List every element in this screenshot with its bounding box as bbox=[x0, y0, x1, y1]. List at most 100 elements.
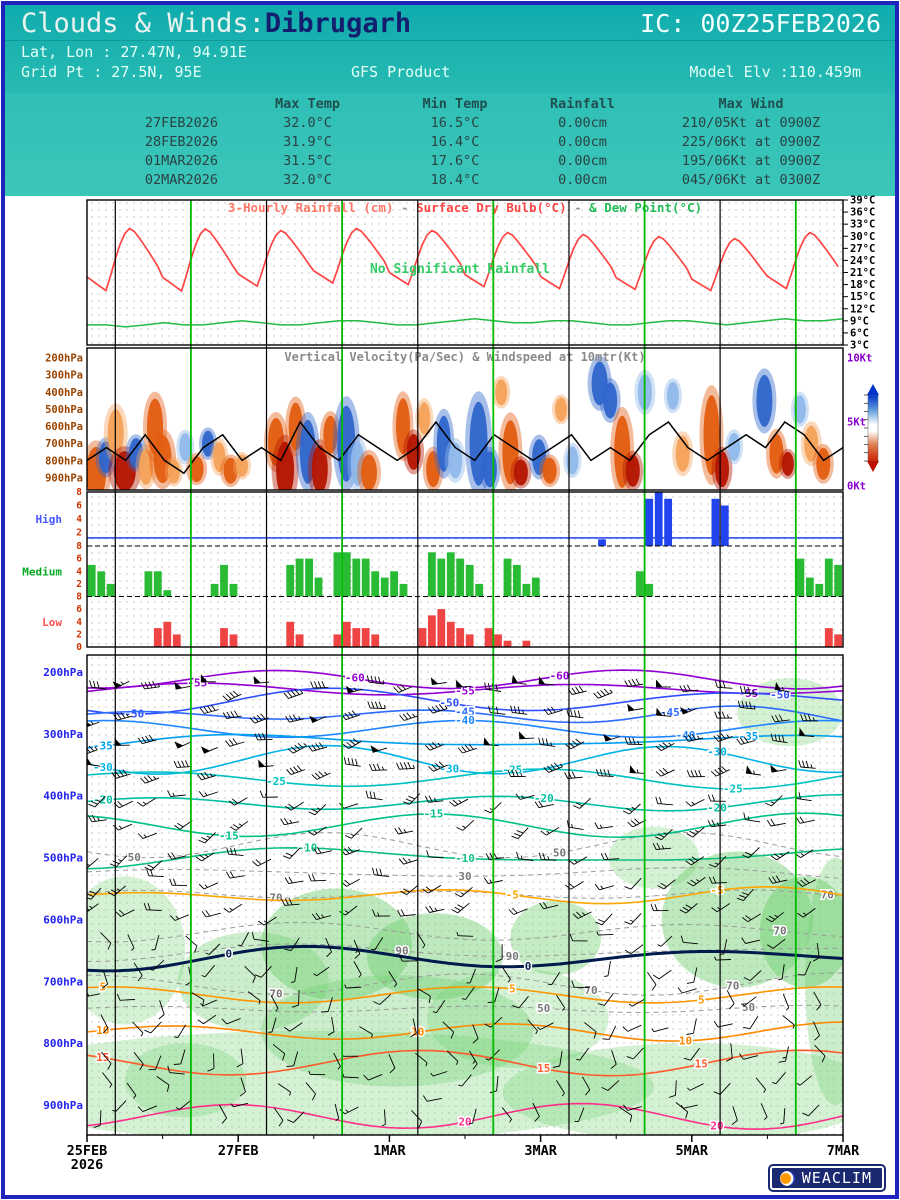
logo-text: WEACLIM bbox=[801, 1169, 872, 1187]
header-block: Clouds & Winds:Dibrugarh IC: 00Z25FEB202… bbox=[5, 5, 895, 93]
svg-text:20: 20 bbox=[710, 1120, 723, 1133]
svg-text:5: 5 bbox=[698, 994, 705, 1007]
weaclim-icon bbox=[779, 1170, 795, 1186]
svg-text:36°C: 36°C bbox=[850, 207, 875, 219]
table-cell: 31.9°C bbox=[283, 134, 332, 150]
svg-text:50: 50 bbox=[128, 851, 141, 864]
table-cell: 210/05Kt at 0900Z bbox=[681, 115, 821, 131]
svg-text:70: 70 bbox=[821, 888, 834, 901]
station-name: Dibrugarh bbox=[264, 8, 412, 39]
svg-text:8: 8 bbox=[76, 592, 82, 603]
panel-vv-labels: Vertical Velocity(Pa/Sec) & Windspeed at… bbox=[45, 350, 879, 493]
table-cell: 32.0°C bbox=[283, 115, 332, 131]
svg-text:-30: -30 bbox=[93, 761, 113, 774]
table-cell: 045/06Kt at 0300Z bbox=[681, 172, 821, 188]
svg-text:-30: -30 bbox=[439, 762, 459, 775]
table-cell: 31.5°C bbox=[283, 153, 332, 169]
table-cell: 0.00cm bbox=[558, 134, 607, 150]
svg-text:400hPa: 400hPa bbox=[43, 790, 83, 803]
svg-text:20: 20 bbox=[458, 1116, 471, 1129]
row-date: 01MAR2026 bbox=[144, 153, 218, 169]
svg-text:2: 2 bbox=[76, 629, 82, 640]
table-cell: 16.4°C bbox=[430, 134, 480, 150]
svg-text:70: 70 bbox=[726, 980, 739, 993]
svg-text:-45: -45 bbox=[660, 706, 680, 719]
svg-text:Low: Low bbox=[42, 616, 62, 629]
svg-text:500hPa: 500hPa bbox=[43, 852, 83, 865]
svg-text:-10: -10 bbox=[298, 842, 318, 855]
table-cell: 0.00cm bbox=[558, 153, 607, 169]
svg-text:900hPa: 900hPa bbox=[43, 1099, 83, 1112]
svg-text:50: 50 bbox=[537, 1002, 550, 1015]
weaclim-logo: WEACLIM bbox=[769, 1166, 884, 1190]
svg-text:6: 6 bbox=[76, 501, 82, 512]
svg-text:0: 0 bbox=[525, 960, 532, 973]
day-grid-lines bbox=[114, 200, 797, 1135]
table-header: Rainfall bbox=[549, 96, 616, 112]
svg-text:-30: -30 bbox=[707, 746, 727, 759]
page-title: Clouds & Winds:Dibrugarh bbox=[21, 8, 411, 40]
svg-text:-20: -20 bbox=[93, 794, 113, 807]
svg-text:8: 8 bbox=[76, 541, 82, 552]
svg-text:3-Hourly Rainfall (cm) - Surfa: 3-Hourly Rainfall (cm) - Surface Dry Bul… bbox=[228, 200, 702, 215]
panel-vertical-velocity bbox=[87, 355, 843, 490]
svg-text:7MAR: 7MAR bbox=[827, 1143, 860, 1159]
svg-text:300hPa: 300hPa bbox=[45, 370, 83, 382]
panel-surface: 39°C36°C33°C30°C27°C24°C21°C18°C15°C12°C… bbox=[86, 195, 875, 352]
svg-text:-60: -60 bbox=[345, 672, 365, 685]
init-condition: IC: 00Z25FEB2026 bbox=[640, 9, 881, 38]
svg-text:0: 0 bbox=[76, 642, 82, 653]
model-elevation: Model Elv :110.459m bbox=[689, 63, 861, 81]
svg-text:21°C: 21°C bbox=[850, 267, 875, 279]
summary-table: Max Temp Min Temp Rainfall Max Wind 27FEB202… bbox=[5, 95, 895, 190]
svg-text:-20: -20 bbox=[707, 801, 727, 814]
product-name: GFS Product bbox=[351, 63, 451, 81]
table-cell: 18.4°C bbox=[430, 172, 480, 188]
svg-text:9°C: 9°C bbox=[850, 315, 869, 327]
svg-text:15: 15 bbox=[695, 1058, 708, 1071]
row-date: 02MAR2026 bbox=[144, 172, 218, 188]
svg-text:900hPa: 900hPa bbox=[45, 473, 83, 485]
svg-text:-5: -5 bbox=[710, 884, 723, 897]
svg-text:200hPa: 200hPa bbox=[43, 666, 83, 679]
svg-text:4: 4 bbox=[76, 566, 82, 577]
svg-text:12°C: 12°C bbox=[850, 303, 875, 315]
svg-text:-20: -20 bbox=[534, 792, 554, 805]
svg-text:-5: -5 bbox=[506, 888, 519, 901]
svg-text:800hPa: 800hPa bbox=[43, 1037, 83, 1050]
svg-text:24°C: 24°C bbox=[850, 255, 875, 267]
svg-text:30°C: 30°C bbox=[850, 231, 875, 243]
svg-text:-10: -10 bbox=[455, 852, 475, 865]
svg-text:300hPa: 300hPa bbox=[43, 728, 83, 741]
svg-text:39°C: 39°C bbox=[850, 195, 875, 207]
grid-row: Grid Pt : 27.5N, 95E GFS Product Model E… bbox=[5, 61, 895, 81]
svg-text:-15: -15 bbox=[219, 829, 239, 842]
x-axis: 25FEB2026 27FEB 1MAR 3MAR 5MAR 7MAR bbox=[67, 1135, 860, 1173]
svg-text:4: 4 bbox=[76, 514, 82, 525]
svg-text:500hPa: 500hPa bbox=[45, 404, 83, 416]
svg-text:Medium: Medium bbox=[22, 565, 62, 578]
svg-text:700hPa: 700hPa bbox=[45, 438, 83, 450]
svg-text:70: 70 bbox=[584, 984, 597, 997]
svg-text:Vertical Velocity(Pa/Sec) & Wi: Vertical Velocity(Pa/Sec) & Windspeed at… bbox=[284, 350, 645, 364]
table-cell: 32.0°C bbox=[283, 172, 332, 188]
svg-text:-60: -60 bbox=[550, 669, 570, 682]
svg-text:-50: -50 bbox=[124, 708, 144, 721]
svg-text:1MAR: 1MAR bbox=[373, 1143, 406, 1159]
svg-text:10: 10 bbox=[679, 1034, 692, 1047]
svg-text:15: 15 bbox=[96, 1051, 109, 1064]
title-label: Clouds & Winds: bbox=[21, 8, 265, 39]
svg-text:400hPa: 400hPa bbox=[45, 387, 83, 399]
svg-text:0Kt: 0Kt bbox=[847, 481, 866, 493]
table-cell: 0.00cm bbox=[558, 172, 607, 188]
svg-text:25FEB: 25FEB bbox=[67, 1143, 108, 1159]
svg-text:70: 70 bbox=[269, 891, 282, 904]
svg-text:-40: -40 bbox=[455, 714, 475, 727]
table-header: Min Temp bbox=[422, 96, 488, 112]
svg-text:50: 50 bbox=[553, 846, 566, 859]
svg-text:6°C: 6°C bbox=[850, 327, 869, 339]
svg-text:High: High bbox=[36, 513, 63, 526]
svg-text:2026: 2026 bbox=[71, 1157, 104, 1173]
